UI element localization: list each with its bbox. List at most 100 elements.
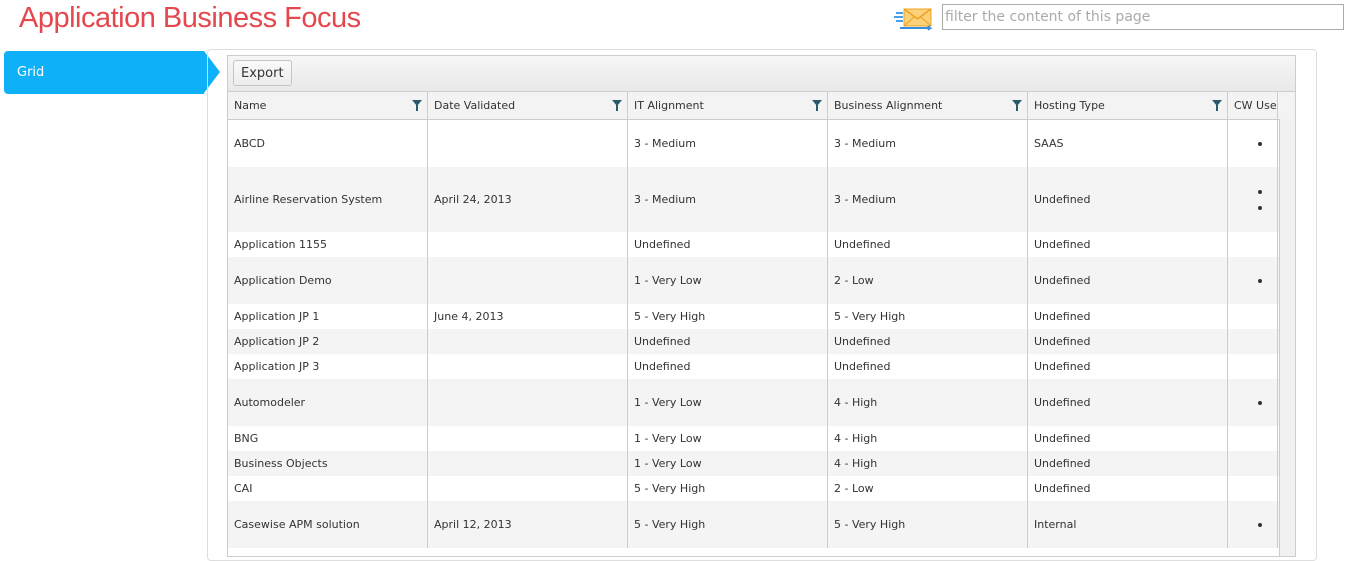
vertical-scrollbar[interactable] <box>1279 119 1295 556</box>
cell-it: 3 - Medium <box>628 120 828 167</box>
cell-hosting: Undefined <box>1028 476 1228 501</box>
cell-cw-use <box>1228 257 1278 304</box>
filter-icon[interactable] <box>1212 100 1222 111</box>
cell-name: CAI <box>228 476 428 501</box>
table-row[interactable]: CAI 5 - Very High 2 - Low Undefined <box>228 476 1295 501</box>
cell-hosting: Undefined <box>1028 379 1228 426</box>
column-header[interactable]: Name <box>228 92 428 119</box>
cell-it: 1 - Very Low <box>628 426 828 451</box>
grid-toolbar: Export <box>228 56 1295 92</box>
cell-date: April 24, 2013 <box>428 167 628 232</box>
tab-grid[interactable]: Grid <box>4 51 220 94</box>
cell-hosting: Undefined <box>1028 354 1228 379</box>
table-row[interactable]: Automodeler 1 - Very Low 4 - High Undefined <box>228 379 1295 426</box>
table-row[interactable]: BNG 1 - Very Low 4 - High Undefined <box>228 426 1295 451</box>
column-header[interactable]: CW Use <box>1228 92 1278 119</box>
column-header[interactable]: Hosting Type <box>1028 92 1228 119</box>
cell-cw-use <box>1228 451 1278 476</box>
table-row[interactable]: Airline Reservation System April 24, 2013… <box>228 167 1295 232</box>
cell-name: BNG <box>228 426 428 451</box>
filter-icon[interactable] <box>612 100 622 111</box>
cell-name: Application JP 3 <box>228 354 428 379</box>
cell-cw-use <box>1228 167 1278 232</box>
cell-date: June 4, 2013 <box>428 304 628 329</box>
cell-date <box>428 232 628 257</box>
cell-date <box>428 257 628 304</box>
column-header-label: Business Alignment <box>834 99 943 112</box>
bullet-icon <box>1258 189 1262 194</box>
cell-name: Automodeler <box>228 379 428 426</box>
cell-it: 5 - Very High <box>628 501 828 548</box>
data-grid: Export Name Date Validated IT Alignment Bus… <box>227 55 1296 557</box>
export-button[interactable]: Export <box>233 60 292 86</box>
table-row[interactable]: Application Demo 1 - Very Low 2 - Low Undef… <box>228 257 1295 304</box>
column-header-label: CW Use <box>1234 99 1277 112</box>
column-header[interactable]: Business Alignment <box>828 92 1028 119</box>
table-row[interactable]: ABCD 3 - Medium 3 - Medium SAAS <box>228 120 1295 167</box>
table-row[interactable]: Application 1155 Undefined Undefined Undefi… <box>228 232 1295 257</box>
bullet-icon <box>1258 400 1262 405</box>
table-row[interactable]: Application JP 1 June 4, 2013 5 - Very Hig… <box>228 304 1295 329</box>
filter-input[interactable] <box>942 4 1344 30</box>
cell-date <box>428 426 628 451</box>
cell-date <box>428 120 628 167</box>
cell-cw-use <box>1228 329 1278 354</box>
cell-name: Application 1155 <box>228 232 428 257</box>
cell-it: Undefined <box>628 329 828 354</box>
grid-body: ABCD 3 - Medium 3 - Medium SAAS Airline Rese… <box>228 120 1295 548</box>
cell-date <box>428 451 628 476</box>
cell-hosting: Undefined <box>1028 257 1228 304</box>
bullet-icon <box>1258 141 1262 146</box>
cell-date <box>428 379 628 426</box>
cell-name: Business Objects <box>228 451 428 476</box>
cell-date <box>428 476 628 501</box>
cell-biz: 2 - Low <box>828 476 1028 501</box>
cell-it: Undefined <box>628 354 828 379</box>
cell-it: 5 - Very High <box>628 304 828 329</box>
cell-biz: Undefined <box>828 329 1028 354</box>
mail-send-icon[interactable] <box>894 6 934 32</box>
filter-icon[interactable] <box>812 100 822 111</box>
cell-cw-use <box>1228 354 1278 379</box>
table-row[interactable]: Business Objects 1 - Very Low 4 - High Unde… <box>228 451 1295 476</box>
cell-biz: Undefined <box>828 232 1028 257</box>
cell-it: 1 - Very Low <box>628 451 828 476</box>
cell-name: Application JP 1 <box>228 304 428 329</box>
table-row[interactable]: Casewise APM solution April 12, 2013 5 - V… <box>228 501 1295 548</box>
bullet-icon <box>1258 278 1262 283</box>
cell-name: Application Demo <box>228 257 428 304</box>
page-title: Application Business Focus <box>19 2 361 34</box>
cell-cw-use <box>1228 501 1278 548</box>
cell-it: 5 - Very High <box>628 476 828 501</box>
cell-date <box>428 329 628 354</box>
cell-biz: 4 - High <box>828 451 1028 476</box>
cell-cw-use <box>1228 120 1278 167</box>
column-header[interactable]: IT Alignment <box>628 92 828 119</box>
cell-cw-use <box>1228 476 1278 501</box>
cell-cw-use <box>1228 426 1278 451</box>
cell-it: 3 - Medium <box>628 167 828 232</box>
column-header-label: Hosting Type <box>1034 99 1105 112</box>
cell-hosting: Undefined <box>1028 426 1228 451</box>
cell-hosting: Undefined <box>1028 167 1228 232</box>
filter-icon[interactable] <box>1012 100 1022 111</box>
filter-icon[interactable] <box>412 100 422 111</box>
bullet-icon <box>1258 205 1262 210</box>
cell-name: Airline Reservation System <box>228 167 428 232</box>
cell-hosting: Undefined <box>1028 232 1228 257</box>
cell-cw-use <box>1228 232 1278 257</box>
table-row[interactable]: Application JP 3 Undefined Undefined Undefi… <box>228 354 1295 379</box>
cell-biz: 4 - High <box>828 426 1028 451</box>
cell-it: Undefined <box>628 232 828 257</box>
column-header[interactable]: Date Validated <box>428 92 628 119</box>
cell-name: ABCD <box>228 120 428 167</box>
table-row[interactable]: Application JP 2 Undefined Undefined Undefi… <box>228 329 1295 354</box>
cell-biz: 3 - Medium <box>828 120 1028 167</box>
cell-date <box>428 354 628 379</box>
cell-date: April 12, 2013 <box>428 501 628 548</box>
cell-name: Application JP 2 <box>228 329 428 354</box>
column-header-label: IT Alignment <box>634 99 704 112</box>
grid-header: Name Date Validated IT Alignment Business A… <box>228 92 1295 120</box>
cell-hosting: SAAS <box>1028 120 1228 167</box>
cell-hosting: Undefined <box>1028 304 1228 329</box>
